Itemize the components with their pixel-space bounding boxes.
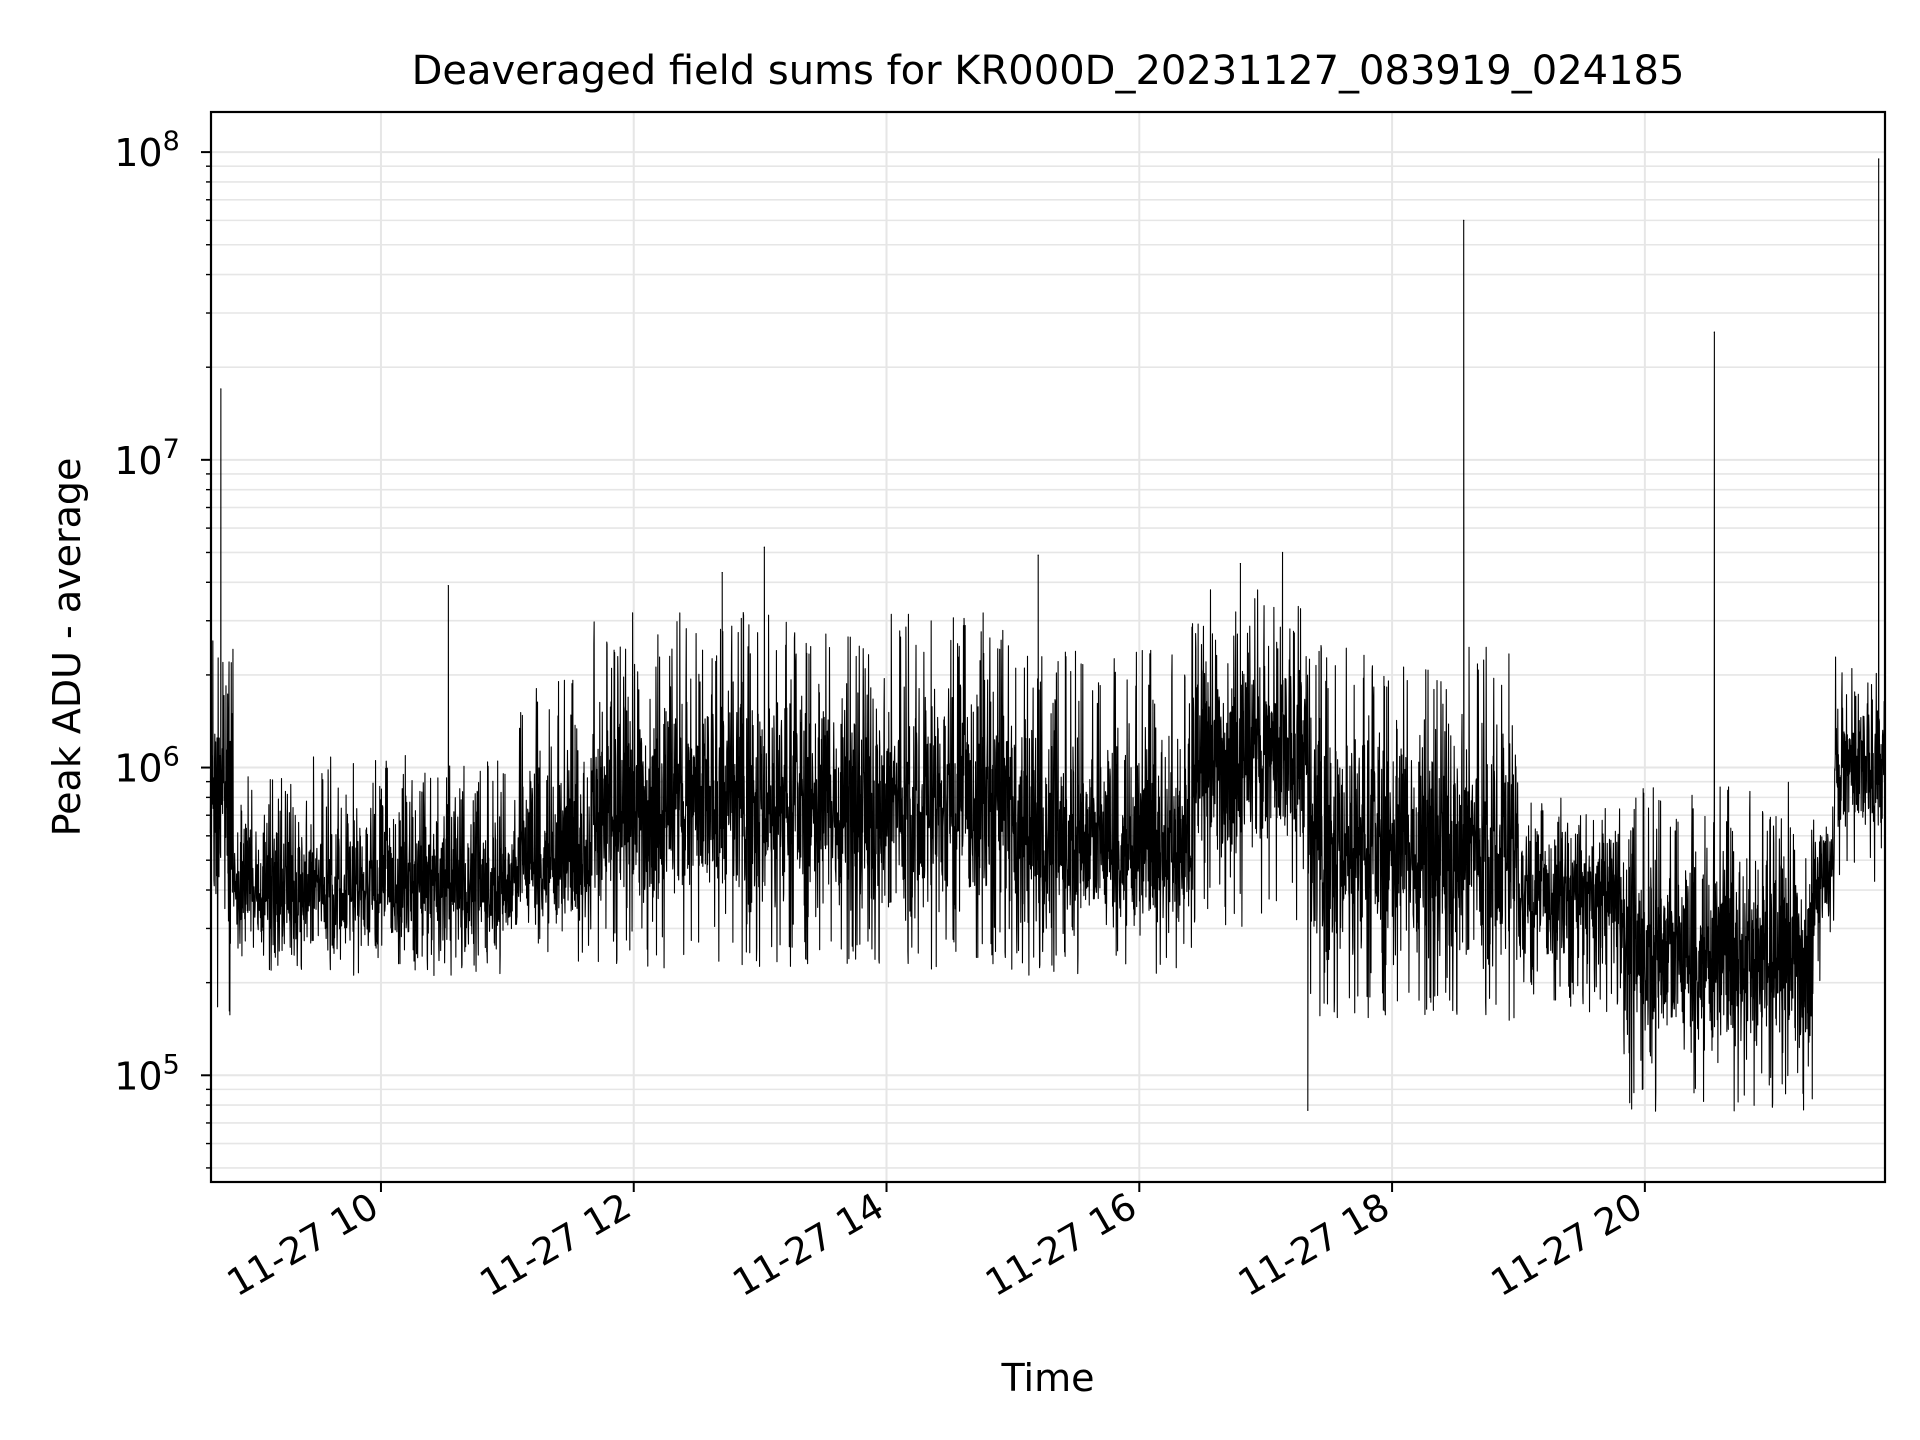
y-tick-label: 108 [114, 126, 180, 175]
y-tick-label: 107 [114, 434, 180, 483]
spike-point [220, 388, 222, 390]
series-line [209, 158, 1886, 1112]
spike-point [721, 572, 723, 574]
plot-frame [209, 110, 1887, 1184]
spike-point [447, 585, 449, 587]
data-series [209, 158, 1886, 1112]
spike-point [1463, 219, 1465, 221]
x-axis-label: Time [1001, 1356, 1095, 1400]
spike-point [763, 546, 765, 548]
spike-point [1713, 331, 1715, 333]
spike-point [1878, 158, 1880, 160]
chart-title: Deaveraged field sums for KR000D_2023112… [412, 48, 1685, 94]
spike-point [1037, 554, 1039, 556]
spike-point [1281, 551, 1284, 554]
spike-point [1239, 563, 1242, 565]
spike-point [1307, 1109, 1309, 1111]
y-tick-label: 105 [114, 1049, 180, 1098]
y-axis-label: Peak ADU - average [45, 458, 89, 837]
y-tick-label: 106 [114, 742, 180, 791]
